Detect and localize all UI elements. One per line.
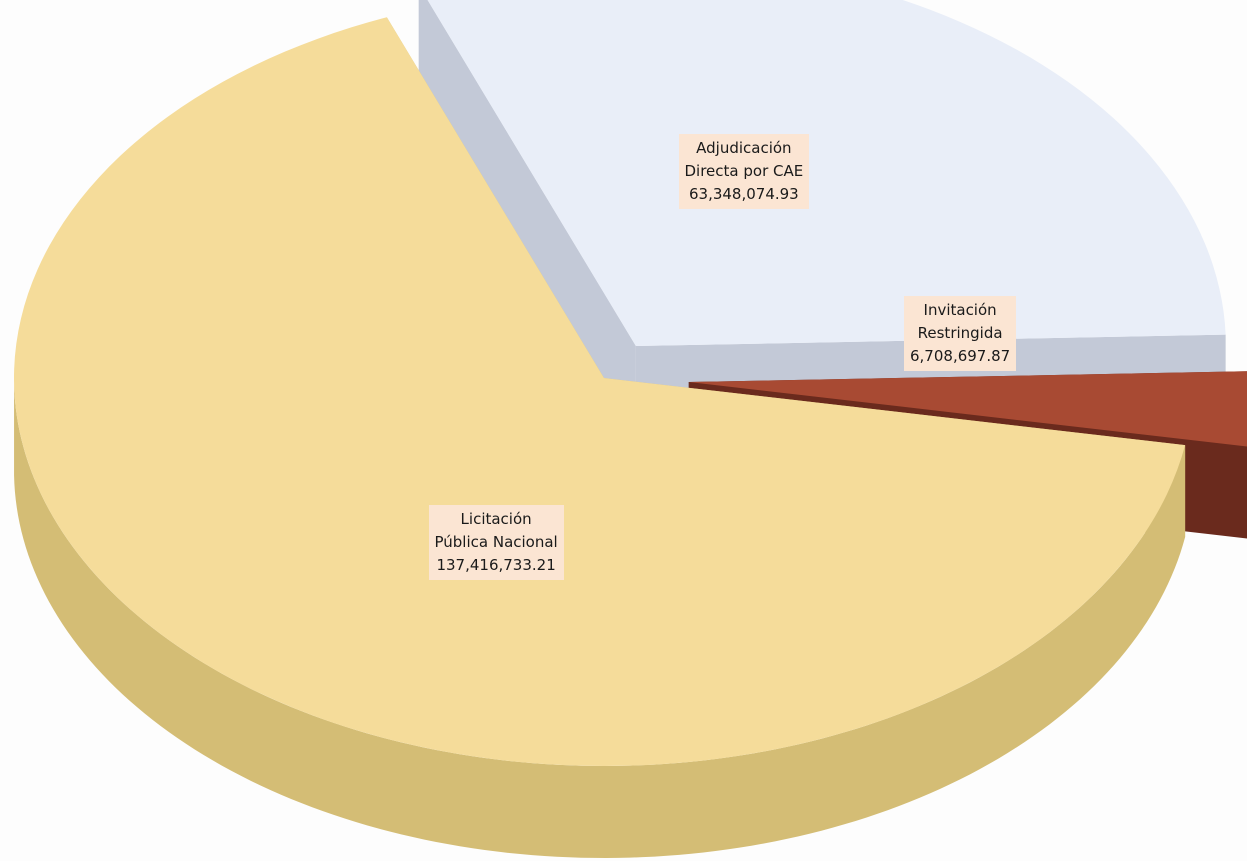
slice-side-licitacion: [14, 383, 1186, 858]
slice-value: 6,708,697.87: [910, 346, 1011, 365]
slice-value: 137,416,733.21: [436, 555, 556, 574]
pie-tops: [13, 0, 1247, 767]
slice-value: 63,348,074.93: [688, 184, 799, 203]
slice-label-invitacion: Invitación Restringida 6,708,697.87: [904, 295, 1017, 371]
slice-label-line2: Pública Nacional: [434, 532, 558, 551]
slice-label-line2: Directa por CAE: [684, 161, 804, 180]
slice-label-line1: Adjudicación: [696, 138, 792, 157]
slice-label-adjudicacion: Adjudicación Directa por CAE 63,348,074.…: [678, 133, 810, 209]
slice-label-line1: Licitación: [460, 509, 532, 528]
slice-licitacion: [13, 17, 1186, 767]
slice-label-line2: Restringida: [917, 323, 1003, 342]
slice-label-licitacion: Licitación Pública Nacional 137,416,733.…: [428, 504, 564, 580]
slice-side-adjudicacion: [418, 0, 636, 439]
slice-label-line1: Invitación: [923, 300, 997, 319]
slice-adjudicacion: [427, 0, 1226, 347]
slice-invitacion: [688, 371, 1247, 447]
